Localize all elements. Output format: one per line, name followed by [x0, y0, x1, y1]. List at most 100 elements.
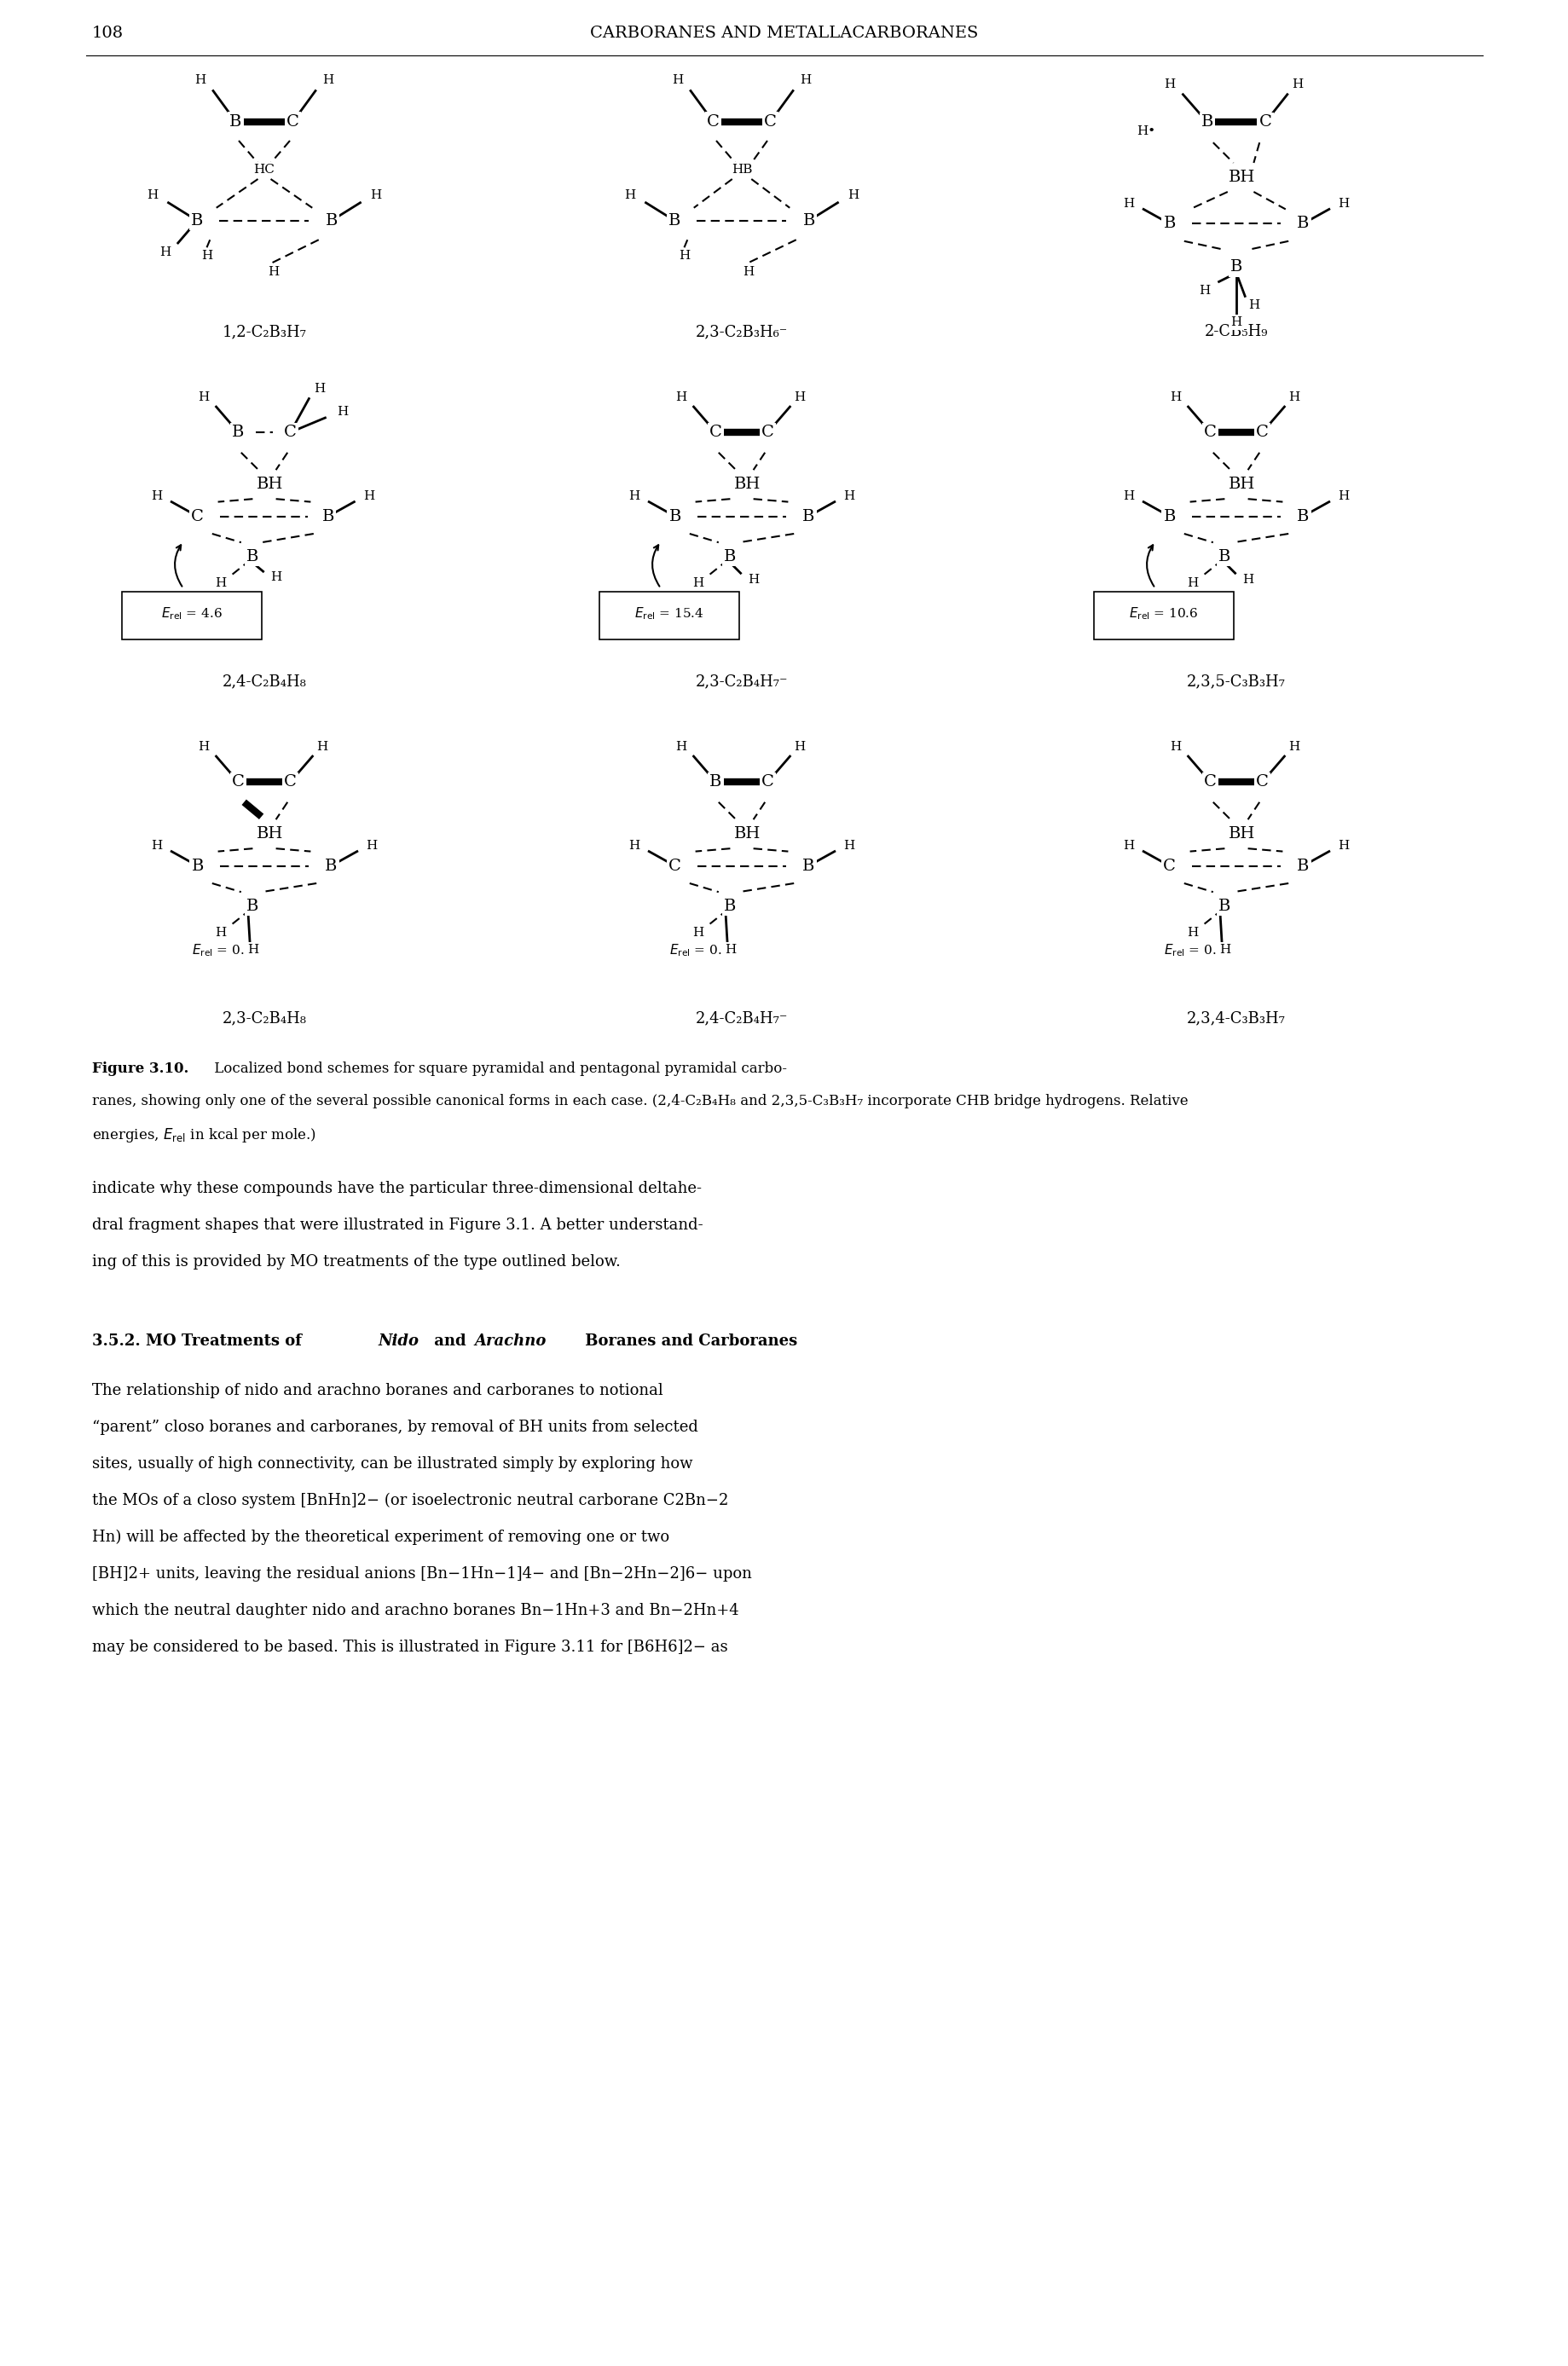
Text: H: H	[201, 251, 212, 263]
Text: H: H	[1290, 78, 1301, 90]
Text: H: H	[337, 407, 348, 419]
Text: H: H	[362, 490, 375, 502]
Text: 108: 108	[93, 26, 124, 40]
Text: B: B	[801, 859, 814, 873]
Text: H: H	[671, 73, 684, 85]
Text: H: H	[1287, 390, 1300, 405]
Text: C: C	[284, 424, 296, 440]
Text: H: H	[629, 490, 640, 502]
Text: H: H	[1338, 196, 1348, 211]
Text: C: C	[760, 774, 773, 790]
Text: H: H	[246, 944, 259, 956]
Text: B: B	[668, 509, 681, 523]
Text: H: H	[844, 840, 855, 852]
Text: “parent” closo boranes and carboranes, by removal of BH units from selected: “parent” closo boranes and carboranes, b…	[93, 1420, 698, 1434]
Text: C: C	[1256, 774, 1269, 790]
Text: CARBORANES AND METALLACARBORANES: CARBORANES AND METALLACARBORANES	[590, 26, 978, 40]
Text: sites, usually of high connectivity, can be illustrated simply by exploring how: sites, usually of high connectivity, can…	[93, 1455, 693, 1472]
FancyBboxPatch shape	[122, 592, 262, 639]
Text: Hn) will be affected by the theoretical experiment of removing one or two: Hn) will be affected by the theoretical …	[93, 1528, 670, 1545]
Text: H: H	[629, 840, 640, 852]
Text: HB: HB	[731, 163, 751, 175]
Text: 2,3,5-C₃B₃H₇: 2,3,5-C₃B₃H₇	[1187, 674, 1286, 689]
Text: 1,2-C₂B₃H₇: 1,2-C₂B₃H₇	[223, 324, 306, 338]
Text: H: H	[679, 251, 690, 263]
Text: H: H	[848, 189, 859, 201]
Text: Localized bond schemes for square pyramidal and pentagonal pyramidal carbo-: Localized bond schemes for square pyrami…	[210, 1062, 787, 1077]
Text: H: H	[1338, 840, 1348, 852]
Text: B: B	[801, 509, 814, 523]
Text: Figure 3.10.: Figure 3.10.	[93, 1062, 188, 1077]
Text: indicate why these compounds have the particular three-dimensional deltahe-: indicate why these compounds have the pa…	[93, 1181, 701, 1197]
Text: 2,3-C₂B₄H₇⁻: 2,3-C₂B₄H₇⁻	[695, 674, 787, 689]
Text: H: H	[724, 944, 735, 956]
Text: H: H	[674, 741, 687, 752]
Text: B: B	[724, 549, 735, 565]
Text: C: C	[709, 424, 721, 440]
Text: B: B	[1201, 114, 1212, 130]
Text: C: C	[284, 774, 296, 790]
Text: B: B	[191, 859, 204, 873]
Text: H: H	[1170, 741, 1181, 752]
Text: C: C	[232, 774, 245, 790]
Text: B: B	[1297, 859, 1308, 873]
Text: H: H	[1229, 317, 1242, 329]
Text: ing of this is provided by MO treatments of the type outlined below.: ing of this is provided by MO treatments…	[93, 1254, 621, 1271]
Text: BH: BH	[257, 826, 284, 842]
Text: $E_{\rm rel}$ = 0.0: $E_{\rm rel}$ = 0.0	[191, 942, 252, 958]
Text: H: H	[160, 246, 171, 258]
Text: H: H	[370, 189, 381, 201]
Text: H: H	[1123, 840, 1134, 852]
Text: 3.5.2. MO Treatments of: 3.5.2. MO Treatments of	[93, 1334, 307, 1349]
Text: the MOs of a closo system [BnHn]2− (or isoelectronic neutral carborane C2Bn−2: the MOs of a closo system [BnHn]2− (or i…	[93, 1493, 728, 1510]
Text: H: H	[748, 575, 759, 587]
Text: C: C	[668, 859, 681, 873]
Text: H: H	[624, 189, 635, 201]
Text: BH: BH	[1228, 170, 1254, 185]
Text: B: B	[1297, 215, 1308, 232]
Text: H: H	[268, 265, 279, 277]
Text: H: H	[323, 73, 334, 85]
Text: H: H	[1123, 490, 1134, 502]
Text: C: C	[1258, 114, 1272, 130]
Text: H: H	[147, 189, 158, 201]
Text: H: H	[198, 390, 209, 405]
Text: $E_{\rm rel}$ = 0.0: $E_{\rm rel}$ = 0.0	[670, 942, 731, 958]
Text: and: and	[428, 1334, 470, 1349]
Text: H: H	[152, 840, 163, 852]
Text: H: H	[1338, 490, 1348, 502]
Text: B: B	[724, 899, 735, 913]
Text: H: H	[1287, 741, 1300, 752]
Text: H: H	[800, 73, 811, 85]
Text: H: H	[215, 927, 226, 939]
Text: BH: BH	[1228, 478, 1254, 492]
Text: [BH]2+ units, leaving the residual anions [Bn−1Hn−1]4− and [Bn−2Hn−2]6− upon: [BH]2+ units, leaving the residual anion…	[93, 1566, 751, 1580]
Text: C: C	[764, 114, 776, 130]
Text: C: C	[1203, 424, 1215, 440]
Text: H: H	[152, 490, 163, 502]
Text: B: B	[246, 549, 259, 565]
Text: H•: H•	[1137, 125, 1156, 137]
Text: B: B	[321, 509, 334, 523]
Text: $E_{\rm rel}$ = 4.6: $E_{\rm rel}$ = 4.6	[162, 606, 223, 622]
Text: H: H	[1170, 390, 1181, 405]
Text: H: H	[317, 741, 328, 752]
Text: ranes, showing only one of the several possible canonical forms in each case. (2: ranes, showing only one of the several p…	[93, 1093, 1187, 1107]
Text: H: H	[365, 840, 376, 852]
Text: Nido: Nido	[378, 1334, 419, 1349]
Text: H: H	[793, 741, 804, 752]
Text: 2-CB₅H₉: 2-CB₅H₉	[1204, 324, 1267, 338]
Text: H: H	[1248, 298, 1259, 310]
Text: B: B	[709, 774, 721, 790]
Text: B: B	[1229, 260, 1242, 274]
Text: $E_{\rm rel}$ = 0.0: $E_{\rm rel}$ = 0.0	[1163, 942, 1225, 958]
Text: HC: HC	[254, 163, 274, 175]
Text: may be considered to be based. This is illustrated in Figure 3.11 for [B6H6]2− a: may be considered to be based. This is i…	[93, 1640, 728, 1654]
Text: C: C	[1256, 424, 1269, 440]
Text: H: H	[693, 577, 704, 589]
Text: B: B	[325, 213, 337, 227]
Text: H: H	[270, 570, 281, 582]
Text: H: H	[194, 73, 205, 85]
Text: $E_{\rm rel}$ = 10.6: $E_{\rm rel}$ = 10.6	[1129, 606, 1198, 622]
Text: B: B	[191, 213, 204, 227]
